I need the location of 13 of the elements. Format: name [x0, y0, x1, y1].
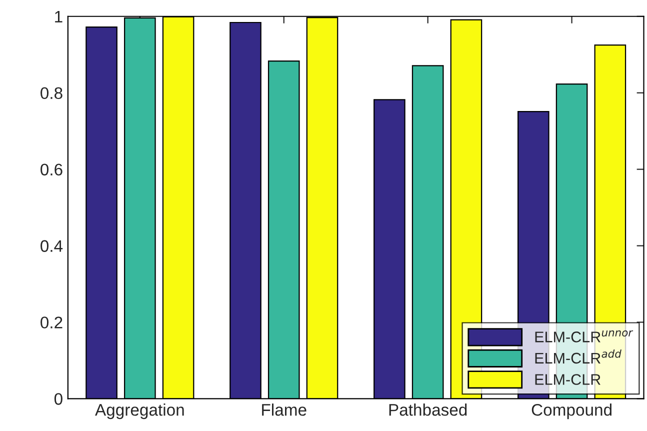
- legend-label: ELM-CLR$^{unnor}$: [535, 330, 634, 342]
- y-tick-label: 0.2: [40, 316, 62, 328]
- y-tick-label: 1: [55, 10, 62, 22]
- x-tick-label: Compound: [532, 404, 612, 420]
- x-tick-label: Flame: [262, 404, 306, 416]
- y-tick-label: 0.6: [40, 164, 62, 176]
- legend-label: ELM-CLR$^{add}$: [535, 349, 622, 364]
- y-tick-label: 0.8: [40, 87, 62, 100]
- x-tick-label: Pathbased: [389, 404, 467, 416]
- x-tick-label: Aggregation: [95, 404, 184, 420]
- y-tick-label: 0: [54, 393, 62, 405]
- y-tick-label: 0.4: [40, 240, 63, 252]
- legend-label: ELM-CLR: [535, 374, 600, 385]
